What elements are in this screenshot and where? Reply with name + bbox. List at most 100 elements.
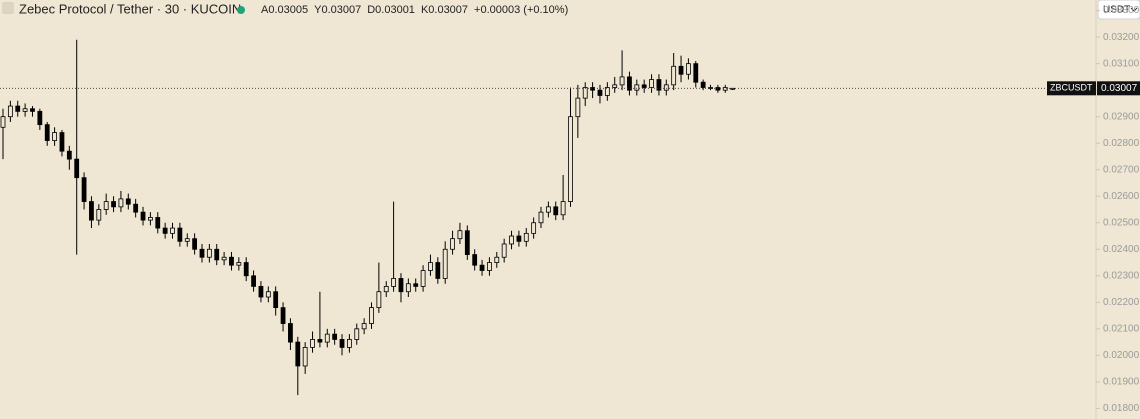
candle-body	[369, 307, 374, 324]
candle-body	[89, 201, 94, 221]
candle-body	[7, 105, 13, 118]
candle-body	[649, 79, 654, 88]
candle-body	[155, 217, 161, 229]
candle-body	[229, 256, 234, 266]
currency-button-box[interactable]	[1097, 0, 1140, 20]
candle-body	[516, 235, 522, 242]
candle-body	[354, 328, 360, 340]
legend-value: A0.03005	[261, 4, 308, 16]
candle-body	[22, 108, 28, 112]
candle-body	[420, 270, 426, 287]
symbol-label: ZBCUSDT	[1050, 83, 1093, 93]
chart-title: Zebec Protocol / Tether · 30 · KUCOIN	[19, 1, 241, 16]
y-tick-label: 0.02300	[1103, 270, 1140, 281]
candle-body	[332, 333, 338, 340]
candle-body	[214, 248, 220, 261]
candle-body	[103, 201, 109, 210]
candle-body	[295, 341, 301, 367]
candle-body	[590, 87, 595, 91]
legend-value: Y0.03007	[314, 4, 361, 16]
candle-body	[192, 238, 198, 250]
y-tick-label: 0.01800	[1103, 403, 1140, 414]
price-tag	[1097, 81, 1140, 96]
candle-body	[96, 209, 102, 221]
candle-body	[206, 248, 212, 258]
candle-body	[479, 264, 485, 271]
candle-body	[243, 262, 249, 277]
y-tick-label: 0.02400	[1103, 244, 1140, 255]
symbol-tag	[1047, 81, 1096, 96]
candle-body	[310, 339, 315, 348]
currency-button[interactable]: USDT	[1097, 0, 1140, 20]
candle-body	[398, 278, 404, 293]
y-tick-label: 0.02500	[1103, 217, 1140, 228]
symbol-icon	[2, 2, 14, 14]
candle-body	[538, 211, 544, 224]
candle-body	[693, 63, 699, 83]
y-tick-label: 0.02200	[1103, 297, 1140, 308]
candle-body	[663, 84, 669, 91]
candle-body	[560, 201, 566, 216]
candle-body	[317, 339, 323, 343]
ohlc-legend: A0.03005 Y0.03007 D0.03001 K0.03007 +0.00003…	[261, 4, 568, 16]
candle-body	[671, 65, 677, 86]
candle-body	[686, 63, 691, 75]
candle-body	[81, 177, 87, 202]
candle-body	[199, 248, 205, 258]
candle-body	[428, 262, 433, 271]
candle-body	[118, 198, 124, 208]
candle-body	[339, 339, 345, 348]
dropdown-arrow	[1130, 7, 1138, 12]
y-tick-label: 0.02800	[1103, 138, 1140, 149]
candle-body	[604, 87, 610, 96]
candle-body	[170, 227, 175, 234]
y-tick-label: 0.02000	[1103, 350, 1140, 361]
candle-body	[66, 150, 72, 160]
candle-body	[221, 256, 227, 261]
candle-body	[125, 198, 131, 205]
candle-body	[15, 105, 21, 112]
candle-body	[627, 76, 632, 91]
candle-body	[494, 256, 500, 263]
candle-body	[435, 262, 441, 279]
candle-body	[656, 79, 662, 91]
candle-body	[258, 286, 264, 298]
candle-body	[59, 132, 65, 152]
candle-body	[700, 81, 706, 88]
currency-label[interactable]: USDT	[1103, 5, 1130, 16]
candle-body	[265, 291, 271, 298]
candle-body	[44, 124, 50, 141]
candle-body	[553, 206, 559, 216]
y-tick-label: 0.02100	[1103, 323, 1140, 334]
plot-area	[0, 39, 736, 396]
y-tick-label: 0.03300	[1103, 5, 1140, 16]
candle-body	[582, 87, 588, 99]
candle-body	[74, 158, 80, 179]
legend-value: +0.00003 (+0.10%)	[474, 4, 568, 16]
candle-body	[678, 65, 684, 75]
candle-body	[346, 339, 352, 348]
candle-body	[413, 283, 419, 287]
candle-body	[177, 227, 183, 242]
candle-body	[501, 243, 507, 258]
candle-body	[597, 89, 603, 96]
candle-body	[376, 291, 382, 309]
candle-body	[391, 278, 397, 287]
candle-body	[324, 333, 330, 343]
candle-body	[273, 291, 279, 309]
candle-body	[568, 116, 573, 202]
y-tick-label: 0.01900	[1103, 377, 1140, 388]
candle-body	[30, 108, 35, 112]
candle-body	[442, 248, 448, 279]
candle-body	[383, 286, 389, 293]
header: Zebec Protocol / Tether · 30 · KUCOIN A0…	[2, 1, 568, 16]
candle-body	[641, 84, 647, 88]
candle-body	[545, 206, 551, 213]
candle-body	[457, 230, 463, 240]
candle-body	[37, 110, 43, 126]
legend-value: K0.03007	[421, 4, 468, 16]
candle-body	[361, 323, 367, 330]
legend-value: D0.03001	[367, 4, 415, 16]
